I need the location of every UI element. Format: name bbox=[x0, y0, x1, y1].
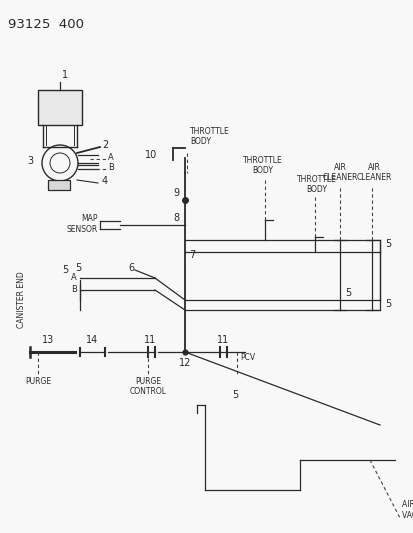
Text: A: A bbox=[108, 152, 114, 161]
Text: PCV: PCV bbox=[240, 352, 254, 361]
Text: 6: 6 bbox=[128, 263, 134, 273]
Text: 10: 10 bbox=[145, 150, 157, 160]
Text: AIR
CLEANER: AIR CLEANER bbox=[322, 163, 357, 182]
Text: 12: 12 bbox=[178, 358, 191, 368]
Text: AIR
CLEANER: AIR CLEANER bbox=[356, 163, 391, 182]
Text: 9: 9 bbox=[173, 188, 180, 198]
Text: 11: 11 bbox=[216, 335, 228, 345]
Text: 5: 5 bbox=[384, 299, 390, 309]
Text: 7: 7 bbox=[189, 250, 195, 260]
Text: 5: 5 bbox=[344, 288, 350, 298]
Text: THROTTLE
BODY: THROTTLE BODY bbox=[242, 156, 282, 175]
Text: 5: 5 bbox=[62, 265, 68, 275]
Text: 14: 14 bbox=[85, 335, 98, 345]
Text: 2: 2 bbox=[102, 140, 108, 150]
Text: MAP
SENSOR: MAP SENSOR bbox=[66, 214, 98, 233]
Text: B: B bbox=[71, 286, 77, 295]
Text: B: B bbox=[108, 164, 114, 173]
Text: 1: 1 bbox=[62, 70, 68, 80]
Text: PURGE: PURGE bbox=[25, 377, 51, 386]
Text: PURGE
CONTROL: PURGE CONTROL bbox=[129, 377, 166, 396]
Text: A: A bbox=[71, 273, 77, 282]
Text: 5: 5 bbox=[75, 263, 81, 273]
Text: AIR CLEANER
VAC. MOTOR: AIR CLEANER VAC. MOTOR bbox=[401, 500, 413, 520]
Text: 8: 8 bbox=[173, 213, 180, 223]
Text: 5: 5 bbox=[231, 390, 237, 400]
Text: 5: 5 bbox=[384, 239, 390, 249]
Text: THROTTLE
BODY: THROTTLE BODY bbox=[297, 175, 336, 194]
Text: 11: 11 bbox=[144, 335, 156, 345]
Text: 3: 3 bbox=[27, 156, 33, 166]
Text: 4: 4 bbox=[102, 176, 108, 186]
Text: THROTTLE
BODY: THROTTLE BODY bbox=[190, 127, 229, 146]
Text: 13: 13 bbox=[42, 335, 54, 345]
Bar bbox=[38, 90, 82, 125]
Bar bbox=[48, 180, 70, 190]
Text: CANISTER END: CANISTER END bbox=[17, 272, 26, 328]
Text: 93125  400: 93125 400 bbox=[8, 18, 84, 31]
